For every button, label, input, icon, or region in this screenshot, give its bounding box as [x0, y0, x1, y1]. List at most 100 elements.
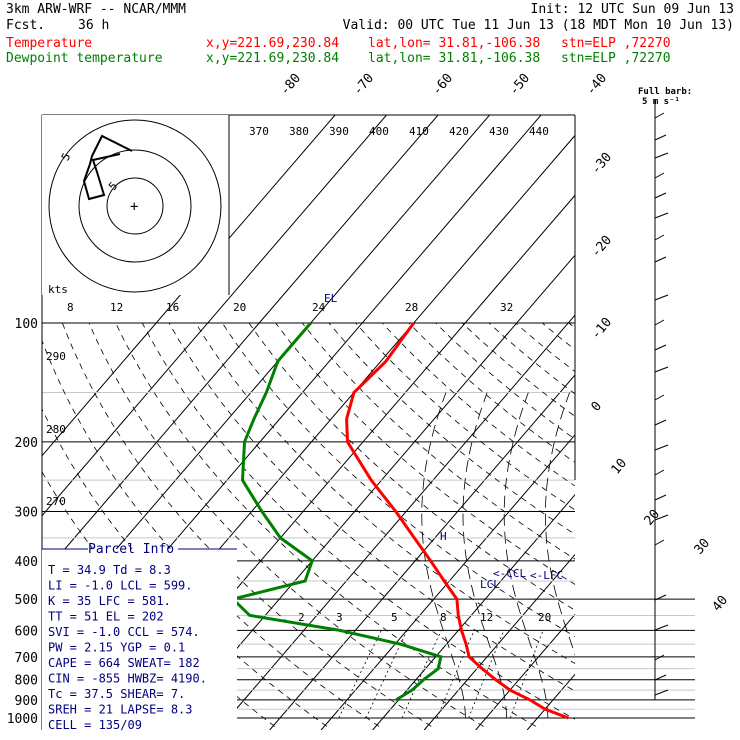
mixing-ratio-lower-label-3: 3	[336, 611, 343, 624]
dry-adiabat-430	[461, 322, 575, 417]
dry-adiabat-label-280: 280	[46, 423, 66, 436]
dewpoint-profile	[229, 322, 443, 702]
dry-adiabat-480	[596, 323, 740, 726]
init-time: Init: 12 UTC Sun 09 Jun 13	[530, 2, 735, 17]
isotherm-label--30: -30	[589, 150, 616, 178]
wind-barb	[654, 134, 667, 141]
isotherm-label--50: -50	[507, 71, 534, 99]
dry-adiabat-310	[141, 322, 575, 720]
barb-legend-title: Full barb:	[638, 87, 692, 97]
lcl-annotation: LCL	[480, 578, 500, 591]
theta-label-440: 440	[529, 125, 549, 138]
wind-barb	[654, 172, 665, 179]
pressure-labels: 100 200 300 400 500 600 700 800 900 1000	[7, 317, 38, 727]
dry-adiabat-380	[328, 322, 575, 535]
mixing-ratio-line-3	[365, 630, 408, 719]
mixing-ratio-lower-label-20: 20	[538, 611, 551, 624]
wind-barb	[654, 624, 669, 631]
mixing-ratio-lower-label-12: 12	[480, 611, 493, 624]
legend-dewpoint-latlon: lat,lon= 31.81,-106.38	[368, 51, 541, 66]
wind-barb	[654, 112, 665, 119]
isotherm-label--70: -70	[351, 71, 378, 99]
isotherm-label--80: -80	[278, 71, 305, 99]
hodograph-trace	[82, 134, 133, 201]
dry-adiabat-label-290: 290	[46, 350, 66, 363]
wind-barb	[654, 344, 667, 351]
hodograph-plus: +	[130, 199, 138, 215]
mixing-ratio-lower-label-5: 5	[391, 611, 398, 624]
parcel-row: T = 34.9 Td = 8.3	[48, 563, 171, 577]
isotherm--30	[217, 314, 575, 730]
dry-adiabat-260	[42, 408, 328, 727]
moist-adiabat-40	[545, 392, 575, 656]
wind-barb	[654, 234, 665, 241]
wind-barb	[654, 256, 667, 263]
dry-adiabat-330	[195, 322, 575, 664]
pressure-label-800: 800	[15, 674, 38, 689]
pressure-label-700: 700	[15, 651, 38, 666]
pressure-label-900: 900	[15, 694, 38, 709]
legend-dewpoint-name: Dewpoint temperature	[6, 51, 163, 66]
pressure-label-400: 400	[15, 555, 38, 570]
lfc-annotation: <-LFC	[530, 569, 563, 582]
moist-adiabat-24	[462, 392, 507, 718]
wind-barb	[654, 192, 667, 199]
legend-dewpoint-xy: x,y=221.69,230.84	[206, 51, 340, 66]
moist-adiabat-32	[503, 392, 549, 718]
el-annotation: EL	[324, 292, 338, 305]
isotherm-30	[526, 673, 575, 730]
wind-barb-column: Full barb: 5 m s⁻¹	[638, 87, 692, 700]
wind-barb	[654, 152, 669, 159]
parcel-row: CIN = -855 HWBZ= 4190.	[48, 672, 207, 686]
wind-barb	[654, 394, 665, 401]
model-title: 3km ARW-WRF -- NCAR/MMM	[6, 2, 187, 17]
wind-barb	[654, 444, 669, 451]
isotherm-label-10: 10	[609, 456, 631, 478]
isotherm-label-0: 0	[589, 399, 606, 415]
theta-label-430: 430	[489, 125, 509, 138]
mixing-ratio-upper-label-12: 12	[110, 301, 123, 314]
isotherm-label--10: -10	[589, 315, 616, 343]
pressure-label-300: 300	[15, 505, 38, 520]
wind-barb	[654, 366, 669, 373]
dry-adiabat-320	[168, 322, 575, 692]
isotherm-label-40: 40	[710, 593, 732, 615]
dry-adiabat-270	[42, 339, 380, 727]
wind-barb	[654, 294, 669, 301]
isotherm-20	[475, 613, 575, 730]
parcel-row: TT = 51 EL = 202	[48, 610, 164, 624]
wind-barb	[654, 689, 669, 696]
mixing-ratio-upper-label-28: 28	[405, 301, 418, 314]
legend-temperature-latlon: lat,lon= 31.81,-106.38	[368, 36, 541, 51]
moist-adiabat-16	[421, 392, 466, 718]
wind-barb	[654, 212, 669, 219]
dry-adiabat-440	[488, 322, 575, 395]
isotherm-label-30: 30	[692, 536, 714, 558]
mixing-ratio-line-5	[401, 630, 442, 719]
dry-adiabats	[42, 322, 740, 727]
theta-label-390: 390	[329, 125, 349, 138]
fcst-label: Fcst.	[6, 18, 46, 33]
pressure-label-500: 500	[15, 593, 38, 608]
isotherm--40	[166, 254, 575, 730]
parcel-row: Tc = 37.5 SHEAR= 7.	[48, 687, 185, 701]
isotherm--10	[320, 434, 575, 730]
theta-label-420: 420	[449, 125, 469, 138]
legend-temperature-name: Temperature	[6, 36, 93, 51]
pressure-label-100: 100	[15, 317, 38, 332]
isotherm--110	[42, 115, 336, 457]
parcel-row: CELL = 135/09	[48, 718, 142, 732]
mixing-ratio-upper-label-24: 24	[312, 301, 326, 314]
isotherm-label--20: -20	[589, 233, 616, 261]
wind-barb	[654, 539, 665, 546]
dry-adiabat-400	[381, 322, 575, 487]
dry-adiabat-label-270: 270	[46, 495, 66, 508]
legend-dewpoint-stn: stn=ELP ,72270	[561, 51, 671, 66]
isotherm-10	[423, 553, 575, 730]
parcel-row: SREH = 21 LAPSE= 8.3	[48, 703, 193, 717]
pressure-label-200: 200	[15, 436, 38, 451]
mixing-ratio-line-12	[468, 630, 505, 719]
dry-adiabat-460	[541, 322, 575, 351]
valid-time: Valid: 00 UTC Tue 11 Jun 13 (18 MDT Mon …	[342, 18, 734, 33]
pressure-label-1000: 1000	[7, 712, 38, 727]
